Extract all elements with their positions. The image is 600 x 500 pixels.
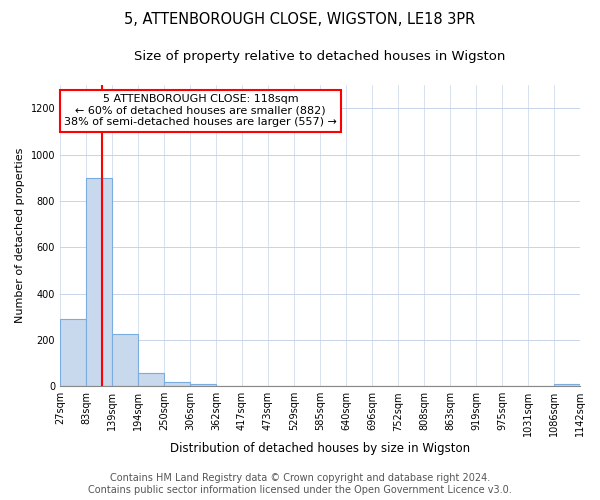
Bar xyxy=(164,382,190,386)
Y-axis label: Number of detached properties: Number of detached properties xyxy=(15,148,25,324)
Bar xyxy=(138,374,164,386)
X-axis label: Distribution of detached houses by size in Wigston: Distribution of detached houses by size … xyxy=(170,442,470,455)
Text: 5, ATTENBOROUGH CLOSE, WIGSTON, LE18 3PR: 5, ATTENBOROUGH CLOSE, WIGSTON, LE18 3PR xyxy=(124,12,476,28)
Text: Contains HM Land Registry data © Crown copyright and database right 2024.
Contai: Contains HM Land Registry data © Crown c… xyxy=(88,474,512,495)
Bar xyxy=(190,384,216,386)
Bar xyxy=(60,319,86,386)
Bar xyxy=(86,178,112,386)
Bar xyxy=(554,384,580,386)
Title: Size of property relative to detached houses in Wigston: Size of property relative to detached ho… xyxy=(134,50,506,63)
Text: 5 ATTENBOROUGH CLOSE: 118sqm
← 60% of detached houses are smaller (882)
38% of s: 5 ATTENBOROUGH CLOSE: 118sqm ← 60% of de… xyxy=(64,94,337,127)
Bar xyxy=(112,334,138,386)
